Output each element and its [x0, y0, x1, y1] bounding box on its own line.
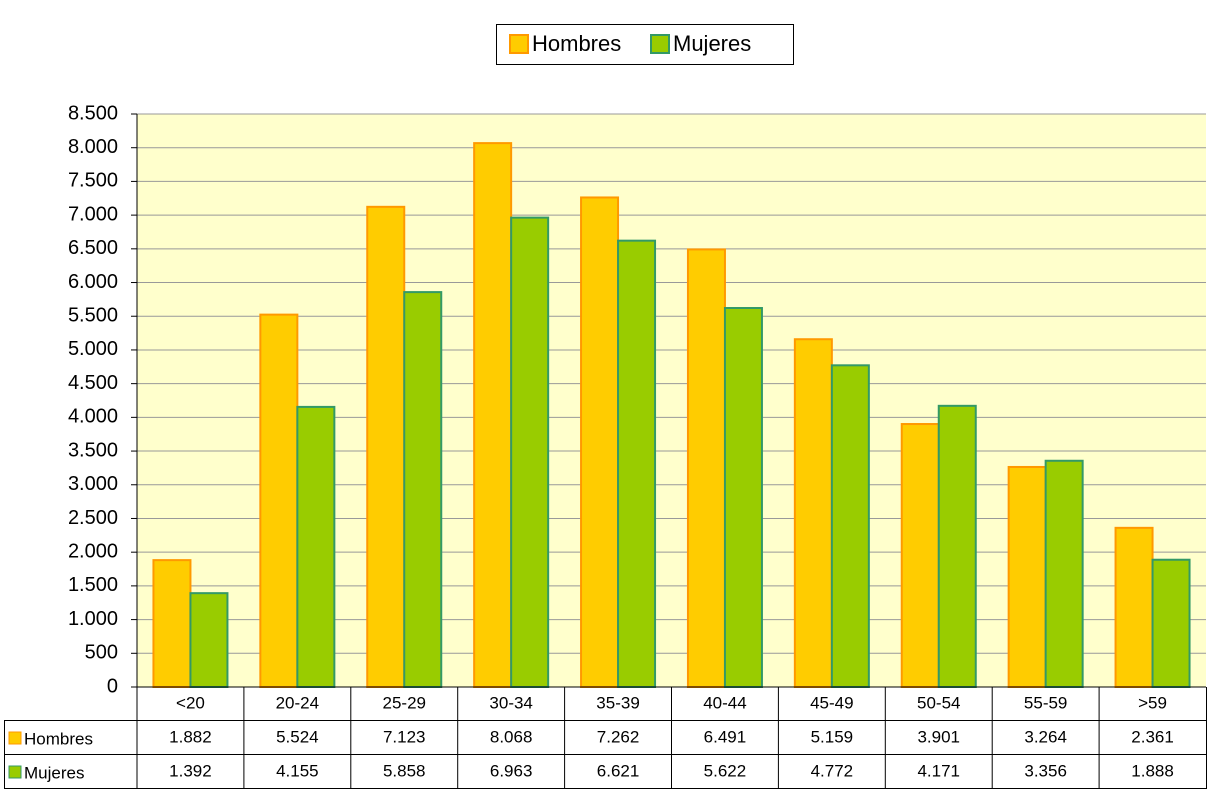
table-cell: 2.361: [1131, 727, 1174, 746]
x-tick-label: 30-34: [489, 693, 532, 712]
bar: [900, 423, 940, 688]
table-cell: 4.772: [811, 761, 854, 780]
table-cell: 1.888: [1131, 761, 1174, 780]
bar: [793, 338, 833, 688]
legend: [496, 24, 794, 65]
table-cell: 4.171: [917, 761, 960, 780]
bar: [617, 239, 657, 688]
y-tick-label: 4.000: [68, 406, 118, 428]
legend-label: Mujeres: [673, 31, 751, 56]
table-cell: 4.155: [276, 761, 319, 780]
y-tick-label: 4.500: [68, 372, 118, 394]
x-tick-label: <20: [176, 693, 205, 712]
y-tick-label: 6.500: [68, 237, 118, 259]
y-tick-label: 7.000: [68, 203, 118, 225]
y-tick-label: 500: [85, 642, 118, 664]
table-cell: 7.123: [383, 727, 426, 746]
table-legend-key: [8, 731, 22, 745]
x-tick-label: 50-54: [917, 693, 960, 712]
bars: [152, 142, 1191, 689]
y-tick-label: 2.500: [68, 507, 118, 529]
y-tick-label: 7.500: [68, 170, 118, 192]
bar: [1151, 558, 1191, 688]
bar: [937, 404, 977, 688]
bar: [1044, 459, 1084, 688]
x-tick-label: 40-44: [703, 693, 746, 712]
table-cell: 5.858: [383, 761, 426, 780]
bar: [259, 313, 299, 688]
y-tick-label: 3.500: [68, 439, 118, 461]
table-columns: [243, 687, 1100, 789]
bar: [366, 205, 406, 689]
y-tick-label: 2.000: [68, 540, 118, 562]
x-tick-label: 35-39: [596, 693, 639, 712]
table-cell: 6.621: [597, 761, 640, 780]
bar: [1114, 526, 1154, 688]
bar: [1007, 465, 1047, 688]
bar: [296, 405, 336, 688]
y-tick-label: 5.500: [68, 305, 118, 327]
bar: [580, 196, 620, 688]
y-tick-label: 8.000: [68, 136, 118, 158]
legend-key: [650, 34, 670, 54]
y-tick-label: 5.000: [68, 338, 118, 360]
table-cell: 7.262: [597, 727, 640, 746]
table-cell: 3.901: [917, 727, 960, 746]
bar: [473, 142, 513, 688]
x-tick-label: 25-29: [383, 693, 426, 712]
y-tick-label: 3.000: [68, 473, 118, 495]
table-legend-key: [8, 765, 22, 779]
y-tick-label: 8.500: [68, 102, 118, 124]
table-cell: 6.963: [490, 761, 533, 780]
table-cell: 1.882: [169, 727, 212, 746]
table-cell: 8.068: [490, 727, 533, 746]
bar: [189, 592, 229, 689]
table-cell: 5.524: [276, 727, 319, 746]
legend-key: [509, 34, 529, 54]
table-row-label: Hombres: [24, 729, 93, 748]
bar: [830, 364, 870, 688]
table-cell: 5.622: [704, 761, 747, 780]
table-row-label: Mujeres: [24, 763, 84, 782]
bar: [152, 559, 192, 688]
y-tick-label: 6.000: [68, 271, 118, 293]
bar: [510, 216, 550, 688]
y-tick-label: 1.000: [68, 608, 118, 630]
y-tick-label: 0: [107, 675, 118, 697]
table-cell: 6.491: [704, 727, 747, 746]
bar: [723, 307, 763, 688]
legend-label: Hombres: [532, 31, 621, 56]
x-tick-label: >59: [1138, 693, 1167, 712]
x-tick-label: 45-49: [810, 693, 853, 712]
table-cell: 3.264: [1024, 727, 1067, 746]
x-tick-label: 20-24: [276, 693, 319, 712]
y-tick-label: 1.500: [68, 574, 118, 596]
table-cell: 3.356: [1024, 761, 1067, 780]
x-tick-label: 55-59: [1024, 693, 1067, 712]
bar: [686, 248, 726, 688]
table-cell: 5.159: [811, 727, 854, 746]
table-cell: 1.392: [169, 761, 212, 780]
bar: [403, 291, 443, 688]
